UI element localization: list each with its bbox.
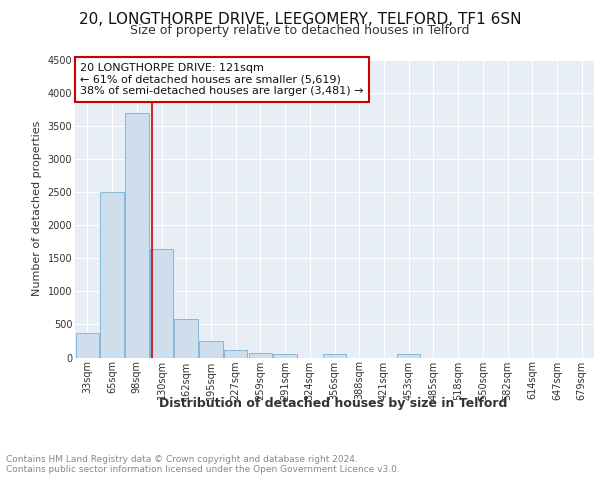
Bar [199, 342, 223, 357]
Bar [150, 249, 173, 358]
Bar [397, 354, 421, 358]
Text: Size of property relative to detached houses in Telford: Size of property relative to detached ho… [130, 24, 470, 37]
Bar [125, 113, 149, 358]
Bar [224, 350, 247, 358]
Bar [100, 192, 124, 358]
Text: 20, LONGTHORPE DRIVE, LEEGOMERY, TELFORD, TF1 6SN: 20, LONGTHORPE DRIVE, LEEGOMERY, TELFORD… [79, 12, 521, 28]
Text: 20 LONGTHORPE DRIVE: 121sqm
← 61% of detached houses are smaller (5,619)
38% of : 20 LONGTHORPE DRIVE: 121sqm ← 61% of det… [80, 63, 364, 96]
Bar [248, 353, 272, 358]
Y-axis label: Number of detached properties: Number of detached properties [32, 121, 42, 296]
Text: Distribution of detached houses by size in Telford: Distribution of detached houses by size … [159, 398, 507, 410]
Bar [175, 319, 198, 358]
Text: Contains HM Land Registry data © Crown copyright and database right 2024.
Contai: Contains HM Land Registry data © Crown c… [6, 455, 400, 474]
Bar [323, 354, 346, 358]
Bar [274, 354, 297, 358]
Bar [76, 332, 99, 357]
